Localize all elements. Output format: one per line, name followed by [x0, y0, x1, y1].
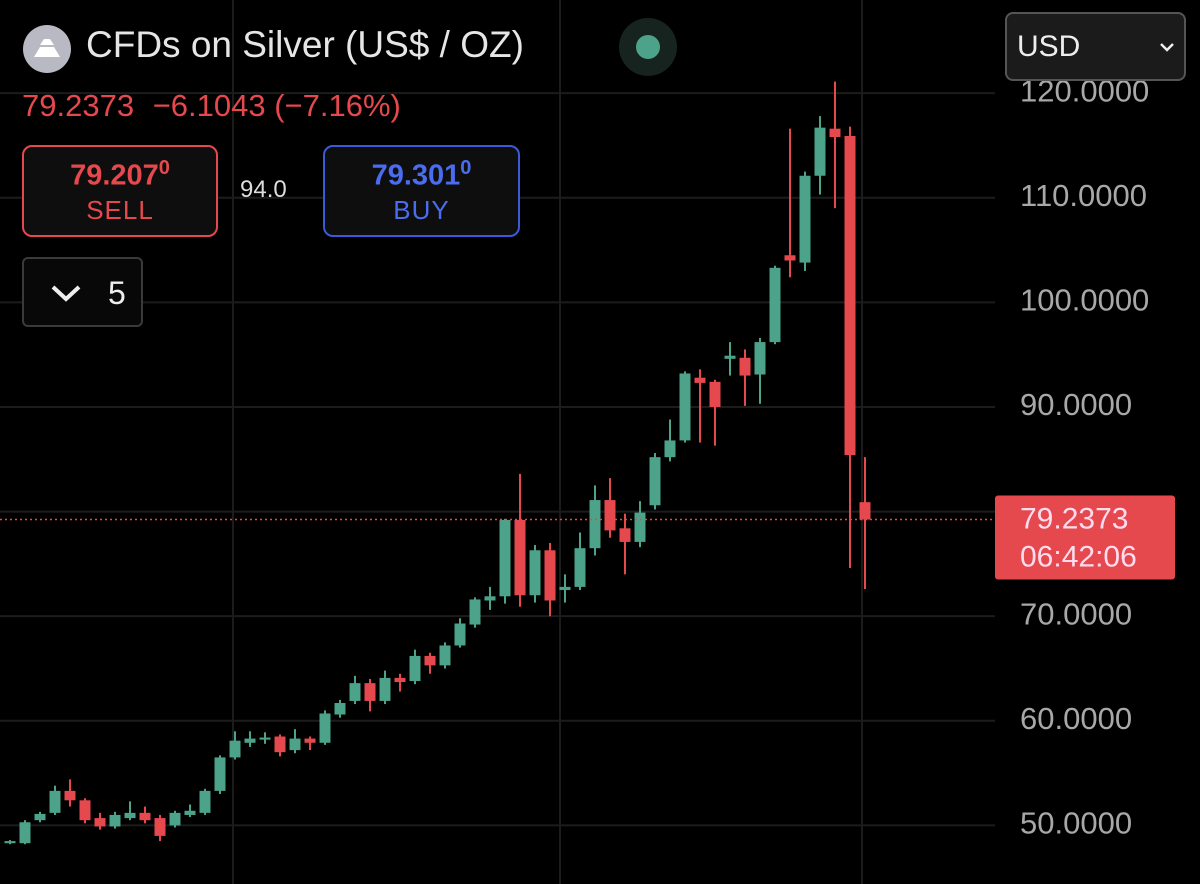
- candle-body: [574, 548, 586, 587]
- candle-body: [79, 800, 91, 821]
- candle-body: [214, 757, 226, 791]
- candle-body: [724, 355, 736, 359]
- candle-body: [139, 812, 151, 821]
- candle-body: [409, 655, 421, 682]
- candle-body: [484, 596, 496, 601]
- currency: USD: [1017, 30, 1081, 63]
- candle-body: [289, 738, 301, 751]
- candle-body: [589, 500, 601, 549]
- candle-body: [19, 822, 31, 844]
- candle-body: [799, 175, 811, 263]
- y-tick-label: 100.0000: [1020, 283, 1149, 318]
- sell-price-pip: 0: [158, 157, 170, 179]
- candle-body: [844, 136, 856, 456]
- candle-body: [259, 737, 271, 740]
- y-tick-label: 60.0000: [1020, 701, 1132, 736]
- candle-body: [184, 810, 196, 815]
- candle-body: [319, 713, 331, 743]
- buy-label: BUY: [393, 194, 450, 225]
- candle-body: [454, 623, 466, 646]
- candle-body: [694, 377, 706, 383]
- candle-body: [784, 255, 796, 261]
- y-tick-label: 90.0000: [1020, 387, 1132, 422]
- candle-body: [109, 814, 121, 827]
- quantity-dropdown[interactable]: 5: [22, 257, 143, 327]
- candle-body: [604, 500, 616, 531]
- instrument-icon: [23, 25, 71, 73]
- candle-body: [244, 738, 256, 743]
- candle-body: [94, 818, 106, 827]
- price-tag-value: 79.2373: [1020, 502, 1128, 535]
- candle-body: [649, 457, 661, 506]
- y-tick-label: 110.0000: [1020, 178, 1147, 213]
- candle-body: [829, 128, 841, 138]
- candle-body: [379, 677, 391, 701]
- candle-body: [34, 813, 46, 821]
- candle-body: [154, 818, 166, 836]
- market-status: [619, 18, 677, 76]
- sell-button[interactable]: 79.2070 SELL: [22, 145, 218, 237]
- candle-body: [634, 512, 646, 542]
- candle-body: [49, 790, 61, 813]
- candle-body: [469, 599, 481, 625]
- last-price: 79.2373: [22, 88, 135, 123]
- candle-body: [199, 790, 211, 813]
- quantity: 5: [108, 275, 126, 311]
- candle-body: [424, 655, 436, 666]
- candle-body: [229, 740, 241, 758]
- candle-body: [814, 127, 826, 176]
- y-tick-label: 50.0000: [1020, 806, 1132, 841]
- candle-body: [334, 703, 346, 715]
- chevron-icon: [1160, 43, 1174, 52]
- buy-price-pip: 0: [460, 157, 472, 179]
- candle-body: [364, 683, 376, 701]
- candle-body: [169, 812, 181, 826]
- sell-price: 79.207: [70, 159, 159, 192]
- buy-button[interactable]: 79.3010 BUY: [323, 145, 520, 237]
- candle-body: [394, 677, 406, 683]
- candle-body: [514, 519, 526, 596]
- candle-body: [619, 528, 631, 542]
- spread: 94.0: [240, 176, 287, 203]
- price-line: 79.2373 −6.1043 (−7.16%): [22, 88, 401, 124]
- candle-body: [439, 645, 451, 666]
- candle-body: [304, 738, 316, 743]
- candle-body: [769, 267, 781, 343]
- candle-body: [544, 550, 556, 601]
- candle-body: [124, 812, 136, 819]
- instrument-title: CFDs on Silver (US$ / OZ): [86, 24, 524, 65]
- currency-select[interactable]: USD: [1005, 12, 1186, 81]
- candle-body: [559, 586, 571, 591]
- candle-body: [529, 550, 541, 596]
- buy-price: 79.301: [371, 159, 461, 192]
- candle-body: [349, 683, 361, 701]
- price-tag-countdown: 06:42:06: [1020, 540, 1137, 573]
- candle-body: [754, 342, 766, 375]
- candle-body: [709, 381, 721, 407]
- candle-body: [664, 440, 676, 458]
- price-change: −6.1043 (−7.16%): [152, 88, 401, 123]
- candle-body: [499, 519, 511, 597]
- candle-body: [679, 373, 691, 441]
- chevron-icon: [51, 285, 81, 302]
- price-tag: [995, 495, 1175, 580]
- candle-body: [739, 357, 751, 376]
- candle-body: [64, 790, 76, 801]
- sell-label: SELL: [86, 194, 154, 225]
- y-tick-label: 70.0000: [1020, 596, 1132, 631]
- candle-body: [4, 841, 16, 844]
- candle-body: [859, 502, 871, 520]
- candle-body: [274, 736, 286, 753]
